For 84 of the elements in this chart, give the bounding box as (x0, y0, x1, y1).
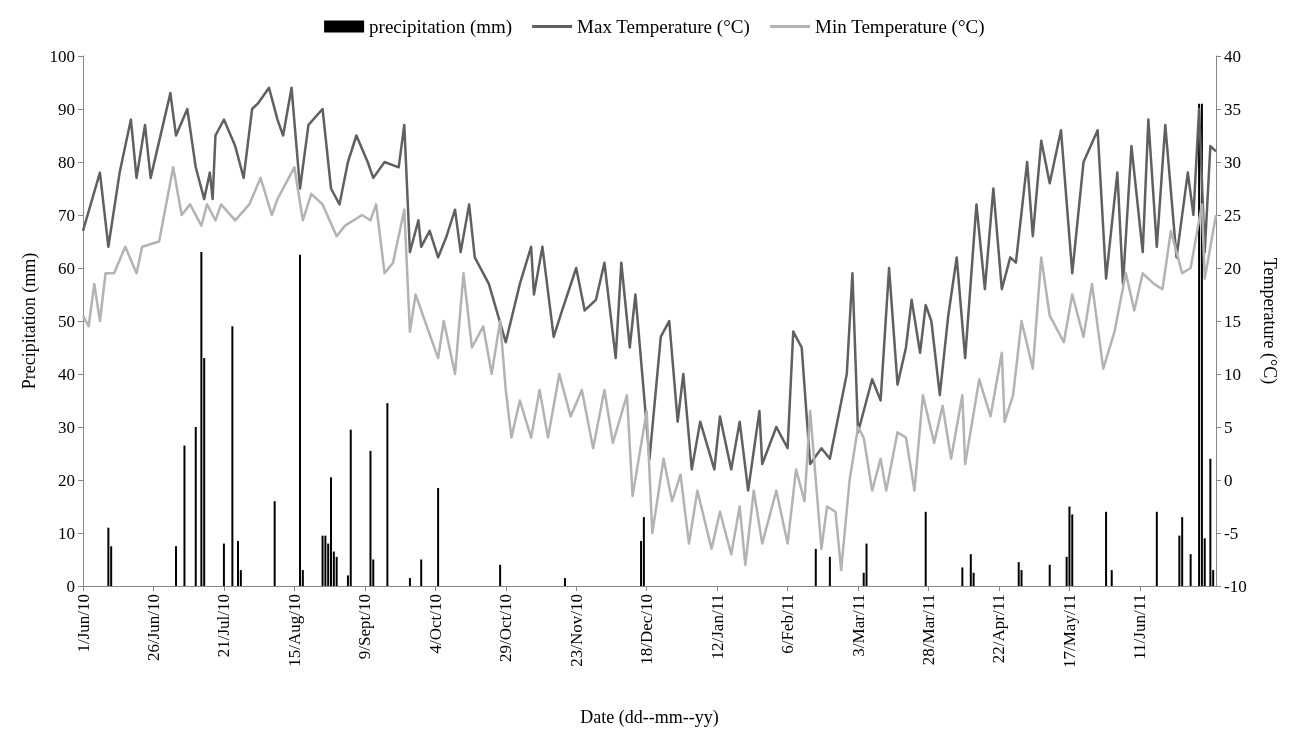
bar (335, 556, 338, 586)
y2-tick-label: 25 (1224, 205, 1241, 225)
bar (642, 517, 645, 586)
bar (1110, 570, 1113, 586)
x-tick-label: 15/Aug/10 (284, 594, 304, 667)
line-series (81, 166, 1218, 572)
y-tick-label: 10 (58, 523, 75, 543)
bar (437, 487, 440, 586)
line-series (81, 86, 1218, 492)
bar (1181, 517, 1184, 586)
bar (107, 527, 110, 586)
y2-tick-label: 5 (1224, 417, 1233, 437)
x-tick-label: 9/Sept/10 (355, 594, 375, 660)
legend-label: precipitation (mm) (369, 16, 513, 38)
bar (200, 252, 203, 586)
legend-label: Min Temperature (°C) (815, 16, 985, 38)
y2-tick-label: 30 (1224, 152, 1241, 172)
bar (349, 429, 352, 586)
bar (386, 403, 389, 586)
bar (499, 564, 502, 586)
x-tick-label: 28/Mar/11 (919, 594, 939, 666)
bar (222, 543, 225, 586)
x-tick-label: 1/Jun/10 (73, 594, 93, 653)
x-tick-label: 26/Jun/10 (143, 594, 163, 662)
x-tick-label: 11/Jun/11 (1130, 594, 1150, 660)
x-tick-label: 22/Apr/11 (989, 594, 1009, 664)
y-tick-label: 70 (58, 205, 75, 225)
y-tick-label: 50 (58, 311, 75, 331)
y2-axis-title: Temperature (°C) (1259, 257, 1280, 385)
y-tick-label: 80 (58, 152, 75, 172)
bar (1189, 554, 1192, 586)
bar (231, 326, 234, 586)
bar (563, 578, 566, 586)
y2-tick-label: 35 (1224, 99, 1241, 119)
bar (369, 450, 372, 586)
bar (194, 427, 197, 586)
bar (183, 445, 186, 586)
bar (321, 535, 324, 586)
x-tick-label: 3/Mar/11 (848, 594, 868, 657)
y2-tick-label: 15 (1224, 311, 1241, 331)
bar (828, 556, 831, 586)
y2-tick-label: 40 (1224, 46, 1241, 66)
bar (1048, 564, 1051, 586)
y-tick-label: 0 (66, 576, 75, 596)
x-tick-label: 21/Jul/10 (214, 594, 234, 658)
bar (814, 548, 817, 586)
x-tick-label: 4/Oct/10 (425, 594, 445, 654)
bar (299, 254, 302, 586)
bar (1155, 511, 1158, 586)
y2-tick-label: 10 (1224, 364, 1241, 384)
x-tick-label: 12/Jan/11 (707, 594, 727, 660)
x-tick-label: 23/Nov/10 (566, 594, 586, 667)
bar (324, 535, 327, 586)
y2-tick-label: -5 (1224, 523, 1239, 543)
bar (330, 477, 333, 586)
bar (175, 546, 178, 586)
y-tick-label: 100 (49, 46, 75, 66)
y-tick-label: 20 (58, 470, 75, 490)
x-tick-label: 18/Dec/10 (637, 594, 657, 665)
bar (961, 567, 964, 586)
y-tick-label: 60 (58, 258, 75, 278)
y-tick-label: 90 (58, 99, 75, 119)
bar (865, 543, 868, 586)
bar (237, 540, 240, 586)
y-axis-title: Precipitation (mm) (19, 252, 40, 390)
y-tick-label: 30 (58, 417, 75, 437)
y2-tick-label: -10 (1224, 576, 1247, 596)
bar (1017, 562, 1020, 586)
legend-label: Max Temperature (°C) (577, 16, 750, 38)
x-tick-label: 17/May/11 (1059, 594, 1079, 668)
x-tick-label: 6/Feb/11 (778, 594, 798, 654)
x-tick-label: 29/Oct/10 (496, 594, 516, 662)
x-axis-title: Date (dd--mm--yy) (580, 707, 719, 728)
bar (420, 559, 423, 586)
bar (1209, 458, 1212, 586)
bar (969, 554, 972, 586)
y2-tick-label: 20 (1224, 258, 1241, 278)
bar (408, 578, 411, 586)
bar (1105, 511, 1108, 586)
bar (1068, 506, 1071, 586)
bar (273, 501, 276, 586)
y2-tick-label: 0 (1224, 470, 1233, 490)
y-tick-label: 40 (58, 364, 75, 384)
bar (924, 511, 927, 586)
